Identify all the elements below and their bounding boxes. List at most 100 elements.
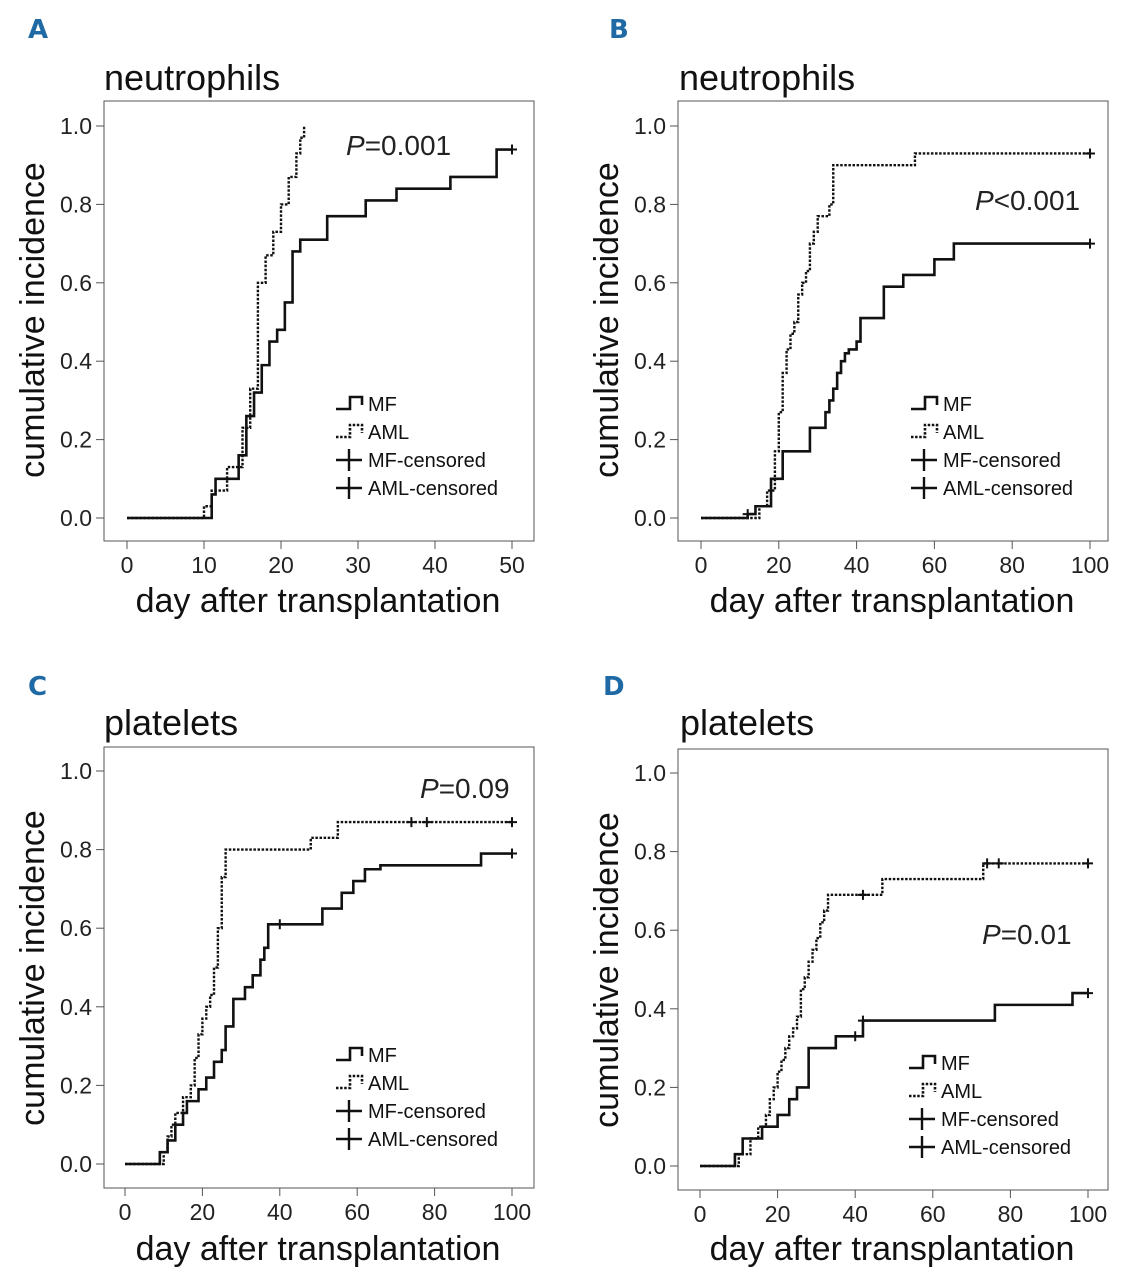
legend-swatch-mf bbox=[336, 1046, 364, 1062]
legend-swatch-aml bbox=[336, 1074, 364, 1090]
legend-label-mf-censored: MF-censored bbox=[941, 1109, 1059, 1131]
legend-swatch-censor bbox=[909, 1136, 935, 1158]
y-tick-label: 0.8 bbox=[634, 191, 666, 217]
series-line-aml bbox=[700, 862, 1088, 1168]
y-tick-label: 0.0 bbox=[60, 505, 92, 531]
p-value: P<0.001 bbox=[975, 185, 1080, 216]
x-tick-label: 80 bbox=[422, 1199, 448, 1225]
x-tick-label: 50 bbox=[499, 552, 525, 578]
x-tick-label: 0 bbox=[119, 1199, 132, 1225]
plot-frame bbox=[677, 100, 1109, 542]
y-tick-label: 0.4 bbox=[634, 996, 666, 1022]
legend-label-mf: MF bbox=[941, 1053, 970, 1075]
chart-title: neutrophils bbox=[679, 57, 855, 98]
legend-swatch-censor bbox=[911, 449, 937, 471]
plot-frame bbox=[103, 746, 535, 1189]
legend-swatch-mf bbox=[909, 1054, 937, 1070]
legend-label-mf: MF bbox=[943, 394, 972, 416]
series-line-mf bbox=[700, 991, 1088, 1168]
p-value: P=0.001 bbox=[346, 130, 451, 161]
y-tick-label: 0.6 bbox=[634, 917, 666, 943]
censor-mark-aml bbox=[1083, 858, 1093, 869]
legend: MF AML MF-censored AML-censored bbox=[336, 1045, 498, 1151]
y-tick-label: 0.8 bbox=[634, 839, 666, 865]
legend-swatch-censor bbox=[336, 1100, 362, 1122]
x-tick-label: 40 bbox=[844, 552, 870, 578]
y-tick-label: 0.4 bbox=[60, 348, 92, 374]
chart-title: platelets bbox=[104, 702, 238, 743]
x-tick-label: 80 bbox=[998, 1201, 1024, 1227]
legend: MF AML MF-censored AML-censored bbox=[336, 394, 498, 500]
y-axis-label: cumulative incidence bbox=[14, 810, 52, 1126]
x-tick-label: 100 bbox=[1071, 552, 1109, 578]
y-tick-label: 0.8 bbox=[60, 191, 92, 217]
x-tick-label: 0 bbox=[695, 552, 708, 578]
censor-mark-aml bbox=[421, 817, 432, 828]
y-tick-label: 1.0 bbox=[60, 758, 92, 784]
y-tick-label: 1.0 bbox=[634, 113, 666, 139]
y-axis-label: cumulative incidence bbox=[588, 162, 626, 478]
y-tick-label: 0.4 bbox=[60, 994, 92, 1020]
x-tick-label: 40 bbox=[422, 552, 448, 578]
censor-mark-aml bbox=[406, 817, 417, 828]
y-tick-label: 0.2 bbox=[60, 1072, 92, 1098]
legend-label-mf-censored: MF-censored bbox=[368, 450, 486, 472]
legend-label-aml-censored: AML-censored bbox=[368, 1129, 498, 1151]
legend-label-aml-censored: AML-censored bbox=[941, 1137, 1071, 1159]
y-tick-label: 0.0 bbox=[60, 1151, 92, 1177]
y-tick-label: 0.0 bbox=[634, 1153, 666, 1179]
panel-letter: D bbox=[603, 672, 625, 702]
series-line-aml bbox=[701, 152, 1090, 520]
x-tick-label: 20 bbox=[766, 552, 792, 578]
x-tick-label: 40 bbox=[267, 1199, 293, 1225]
x-tick-label: 60 bbox=[920, 1201, 946, 1227]
x-axis-label: day after transplantation bbox=[136, 582, 501, 620]
legend: MF AML MF-censored AML-censored bbox=[911, 394, 1073, 500]
censor-mark-mf bbox=[850, 1031, 861, 1042]
legend-label-aml-censored: AML-censored bbox=[368, 478, 498, 500]
legend-label-aml: AML bbox=[368, 1073, 409, 1095]
censor-mark-aml bbox=[993, 858, 1004, 869]
legend-label-aml: AML bbox=[943, 422, 984, 444]
censor-mark-mf bbox=[507, 848, 517, 859]
legend-label-mf-censored: MF-censored bbox=[943, 450, 1061, 472]
y-tick-label: 0.2 bbox=[60, 427, 92, 453]
x-tick-label: 100 bbox=[1069, 1201, 1107, 1227]
legend-swatch-mf bbox=[911, 395, 939, 411]
censor-mark-mf bbox=[1083, 988, 1093, 999]
x-tick-label: 20 bbox=[765, 1201, 791, 1227]
censor-mark-mf bbox=[857, 1015, 868, 1026]
x-tick-label: 80 bbox=[999, 552, 1025, 578]
y-tick-label: 0.2 bbox=[634, 1074, 666, 1100]
y-tick-label: 0.2 bbox=[634, 427, 666, 453]
legend-swatch-aml bbox=[911, 423, 939, 439]
series-line-mf bbox=[127, 148, 512, 520]
censor-mark-mf bbox=[274, 919, 285, 930]
x-tick-label: 10 bbox=[191, 552, 217, 578]
plot-frame bbox=[103, 100, 535, 542]
y-tick-label: 0.6 bbox=[60, 270, 92, 296]
series-line-aml bbox=[125, 820, 512, 1166]
x-axis-label: day after transplantation bbox=[710, 582, 1075, 620]
y-tick-label: 1.0 bbox=[634, 760, 666, 786]
panel-letter: B bbox=[609, 15, 629, 45]
x-tick-label: 60 bbox=[922, 552, 948, 578]
legend-label-mf-censored: MF-censored bbox=[368, 1101, 486, 1123]
censor-mark-aml bbox=[982, 858, 993, 869]
x-tick-label: 30 bbox=[345, 552, 371, 578]
y-tick-label: 1.0 bbox=[60, 113, 92, 139]
x-axis-label: day after transplantation bbox=[136, 1230, 501, 1268]
legend-swatch-aml bbox=[336, 423, 364, 439]
legend: MF AML MF-censored AML-censored bbox=[909, 1053, 1071, 1159]
y-axis-label: cumulative incidence bbox=[14, 162, 52, 478]
legend-label-aml-censored: AML-censored bbox=[943, 478, 1073, 500]
plot-frame bbox=[677, 748, 1109, 1191]
x-tick-label: 60 bbox=[344, 1199, 370, 1225]
series-line-aml bbox=[127, 126, 306, 520]
series-line-mf bbox=[701, 242, 1090, 520]
censor-mark-mf bbox=[1085, 238, 1095, 249]
panel-letter: C bbox=[28, 672, 47, 702]
